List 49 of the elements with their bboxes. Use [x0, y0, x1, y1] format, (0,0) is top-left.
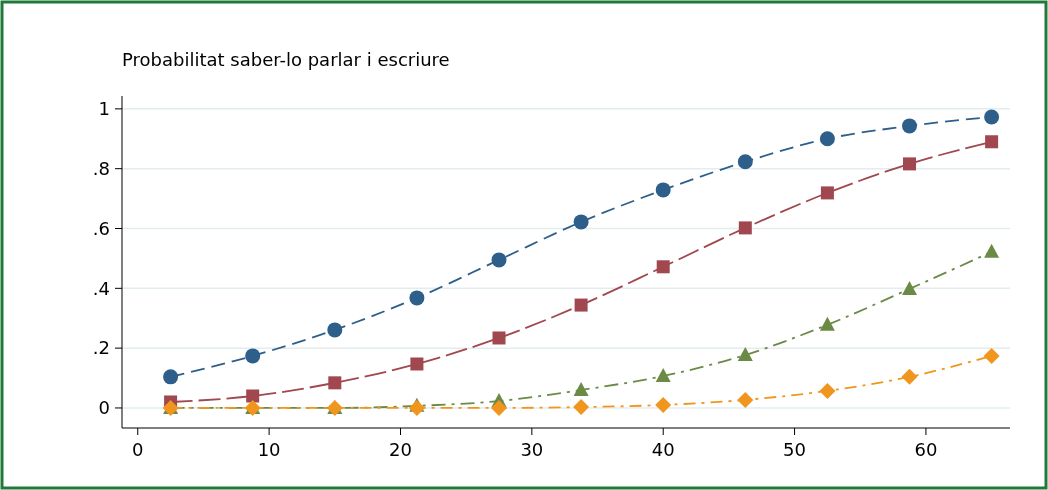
y-tick-label: 0: [98, 397, 110, 419]
x-tick-label: 50: [783, 439, 807, 460]
point: [737, 391, 754, 408]
point: [328, 376, 342, 390]
point: [656, 260, 670, 274]
point: [409, 290, 425, 306]
y-tick-label: 1: [98, 98, 110, 120]
x-tick-label: 10: [257, 439, 281, 460]
x-tick-label: 40: [651, 439, 675, 460]
point: [573, 214, 589, 230]
y-tick-label: .6: [92, 217, 110, 239]
point: [985, 135, 999, 149]
point: [903, 157, 917, 171]
point: [984, 109, 1000, 125]
point: [819, 382, 836, 399]
point: [983, 347, 1000, 364]
point: [738, 221, 752, 235]
x-tick-label: 60: [914, 439, 938, 460]
point: [902, 118, 918, 134]
point: [655, 396, 672, 413]
point: [737, 154, 753, 170]
point: [408, 399, 425, 416]
point: [655, 367, 671, 382]
point: [327, 322, 343, 338]
point: [655, 182, 671, 198]
point: [163, 369, 179, 385]
x-tick-label: 0: [132, 439, 144, 460]
point: [819, 131, 835, 147]
point: [245, 348, 261, 364]
point: [984, 243, 1000, 258]
y-tick-label: .8: [92, 157, 110, 179]
y-tick-label: .4: [92, 277, 110, 299]
point: [573, 382, 589, 397]
x-tick-label: 20: [389, 439, 412, 460]
y-tick-label: .2: [92, 337, 110, 359]
point: [573, 399, 590, 416]
point: [820, 186, 834, 200]
point: [819, 316, 835, 331]
point: [246, 389, 260, 403]
point: [902, 280, 918, 295]
point: [574, 298, 588, 312]
point: [491, 252, 507, 268]
point: [492, 331, 506, 345]
point: [737, 347, 753, 362]
y-axis-title: Probabilitat saber-lo parlar i escriure: [122, 49, 450, 70]
point: [410, 357, 424, 371]
point: [491, 399, 508, 416]
x-tick-label: 30: [520, 439, 544, 460]
point: [901, 368, 918, 385]
